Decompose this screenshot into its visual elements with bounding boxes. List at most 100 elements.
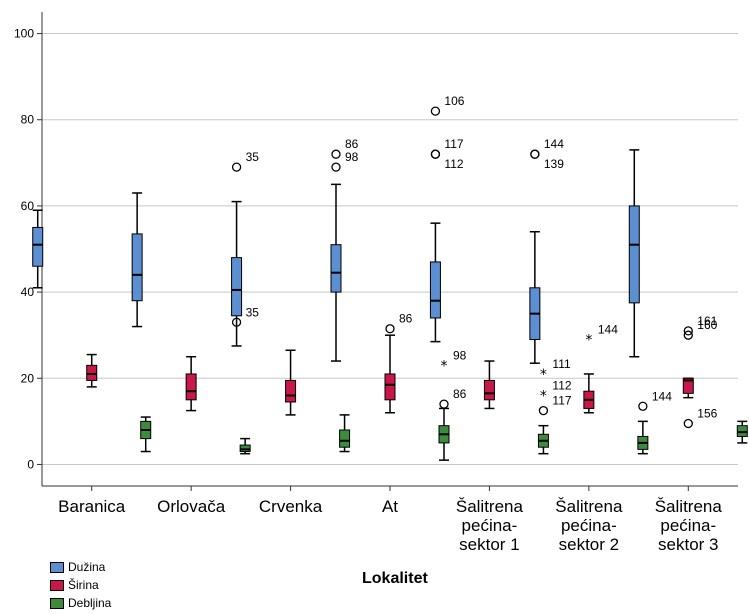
outlier-5: * 98: [441, 348, 467, 374]
outlier-label: 106: [444, 94, 464, 108]
x-tick-label-line: At: [382, 497, 398, 516]
x-tick-label-line: sektor 2: [559, 535, 619, 554]
outlier-10: * 111: [540, 357, 571, 383]
box-body: [32, 226, 44, 267]
outlier-label: 112: [444, 157, 463, 171]
outlier-label: 117: [444, 137, 463, 151]
x-tick-label-line: sektor 3: [658, 535, 718, 554]
outlier-label: 86: [399, 312, 413, 326]
outlier-star: *: [540, 367, 547, 383]
y-tick-label-100: 100: [14, 27, 34, 41]
box-0-3: [330, 183, 342, 362]
outlier-label: 144: [544, 137, 564, 151]
x-tick-label-line: pećina-: [462, 516, 518, 535]
box-body: [628, 205, 640, 304]
legend-swatch-debljina: [50, 597, 64, 609]
x-tick-label-0: Baranica: [58, 497, 126, 516]
box-body: [131, 233, 143, 302]
box-2-0: [140, 416, 152, 453]
box-1-3: [384, 334, 396, 414]
box-2-3: [438, 407, 450, 461]
outlier-18: 160: [683, 318, 718, 340]
outlier-circle: [683, 330, 693, 340]
box-body: [239, 444, 251, 453]
x-axis-ticks: Baranica Orlovača Crvenka At Šalitrena pećina…: [58, 486, 722, 554]
outlier-2: 86: [331, 137, 359, 159]
y-tick-label-20: 20: [21, 371, 35, 385]
outlier-circle: [331, 149, 341, 159]
outlier-circle: [430, 106, 441, 116]
x-tick-label-line: Šalitrena: [456, 497, 524, 516]
legend-item-debljina: Debljina: [50, 594, 111, 612]
box-0-2: [231, 200, 243, 347]
x-tick-label-line: Šalitrena: [655, 497, 723, 516]
outlier-star: *: [441, 358, 448, 374]
box-body: [231, 257, 243, 317]
x-tick-label-line: Crvenka: [259, 497, 323, 516]
outlier-label: 156: [697, 407, 717, 421]
outlier-16: 144: [638, 389, 672, 411]
outlier-label: 139: [544, 157, 564, 171]
box-1-2: [285, 349, 297, 416]
x-tick-label-line: Orlovača: [157, 497, 226, 516]
y-axis-ticks: 0 20 40 60 80 100: [14, 27, 42, 471]
x-tick-label-5: Šalitrena pećina-sektor 2: [555, 497, 623, 554]
outlier-3: 98: [331, 150, 359, 172]
outlier-label: 35: [246, 150, 260, 164]
box-1-4: [483, 360, 495, 410]
legend: Dužina Širina Debljina: [50, 558, 111, 612]
outlier-label: 144: [598, 322, 618, 336]
box-body: [429, 261, 441, 319]
box-body: [339, 429, 351, 448]
outlier-circle: [530, 149, 540, 159]
x-tick-label-line: sektor 1: [459, 535, 519, 554]
x-tick-label-line: pećina-: [660, 516, 716, 535]
outlier-13: 144: [530, 137, 564, 159]
x-tick-label-3: At: [382, 497, 398, 516]
box-0-1: [131, 192, 143, 328]
outlier-label: 86: [453, 387, 467, 401]
outlier-0: 35: [231, 150, 260, 172]
box-2-5: [637, 420, 649, 455]
x-axis-title: Lokalitet: [362, 570, 428, 587]
legend-item-sirina: Širina: [50, 576, 111, 594]
box-0-5: [529, 231, 541, 364]
outlier-circle: [430, 149, 441, 159]
box-1-6: [682, 377, 694, 399]
outlier-star: *: [585, 332, 592, 348]
box-2-4: [537, 424, 549, 455]
outlier-label: 98: [453, 348, 467, 362]
box-0-4: [429, 222, 441, 343]
outlier-circle: [331, 162, 341, 172]
x-tick-label-line: Šalitrena: [555, 497, 623, 516]
legend-label-duzina: Dužina: [68, 560, 106, 574]
y-tick-label-40: 40: [21, 285, 35, 299]
grid-lines: [42, 33, 738, 465]
box-body: [185, 373, 197, 401]
outlier-15: * 144: [585, 322, 618, 348]
outlier-circle: [683, 418, 693, 429]
outlier-circle: [231, 317, 242, 327]
outlier-1: 35: [231, 305, 259, 327]
x-tick-label-line: Baranica: [58, 497, 126, 516]
outlier-4: 86: [385, 312, 413, 334]
outlier-label: 160: [697, 318, 717, 332]
box-body: [330, 244, 342, 293]
box-body: [285, 379, 297, 403]
y-tick-label-0: 0: [27, 457, 34, 471]
box-1-5: [583, 373, 595, 414]
x-tick-label-2: Crvenka: [259, 497, 323, 516]
boxes: [32, 149, 748, 461]
outlier-19: 156: [683, 407, 718, 429]
legend-item-duzina: Dužina: [50, 558, 111, 576]
outlier-star: *: [540, 389, 547, 405]
outlier-circle: [231, 162, 242, 172]
outlier-circle: [683, 326, 693, 336]
box-body: [384, 373, 396, 401]
outlier-label: 117: [552, 394, 571, 408]
x-tick-label-line: pećina-: [561, 516, 617, 535]
box-body: [86, 364, 98, 381]
outlier-11: * 112: [540, 379, 572, 405]
outlier-7: 106: [430, 94, 465, 116]
